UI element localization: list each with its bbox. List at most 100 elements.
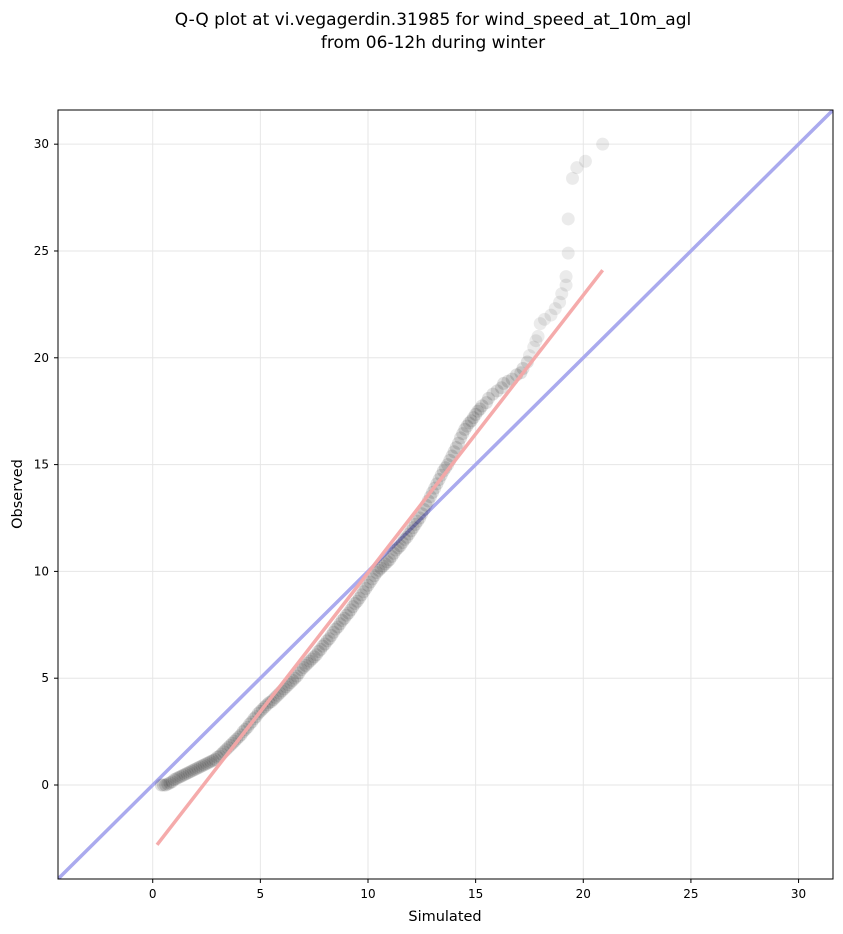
qq-point [169, 772, 183, 786]
qq-point [548, 302, 562, 316]
qq-point [497, 376, 511, 390]
qq-point [469, 407, 483, 421]
qq-point [531, 329, 545, 343]
qq-point [311, 645, 325, 659]
qq-point [538, 312, 552, 326]
qq-point [464, 414, 478, 428]
qq-point [200, 757, 214, 771]
qq-point [180, 766, 194, 780]
qq-point [184, 764, 198, 778]
qq-point [163, 776, 177, 790]
qq-point [454, 431, 468, 445]
qq-point [486, 387, 500, 401]
qq-point [376, 559, 390, 573]
qq-point [303, 654, 317, 668]
qq-point [482, 391, 496, 405]
qq-point [355, 588, 369, 602]
qq-point [544, 308, 558, 322]
qq-point [202, 756, 216, 770]
qq-point [423, 490, 437, 504]
qq-point [307, 650, 321, 664]
qq-point [348, 596, 362, 610]
qq-point [553, 295, 567, 309]
y-tick-label: 20 [34, 351, 49, 365]
qq-point [327, 625, 341, 639]
qq-point [167, 773, 181, 787]
qq-point [374, 561, 388, 575]
qq-point [380, 555, 394, 569]
qq-point [154, 778, 168, 792]
x-tick-label: 5 [257, 887, 265, 901]
plot-area-frame [57, 109, 834, 880]
qq-point [290, 669, 304, 683]
qq-point [479, 396, 493, 410]
qq-point [346, 600, 360, 614]
qq-point [174, 769, 188, 783]
qq-point [292, 666, 306, 680]
qq-point [309, 648, 323, 662]
qq-point [415, 507, 429, 521]
qq-point [393, 539, 407, 553]
qq-point [408, 517, 422, 531]
x-tick-label: 30 [791, 887, 806, 901]
x-axis-ticks: 0 5 10 15 20 25 30 [149, 879, 806, 901]
qq-point [320, 634, 334, 648]
y-tick-label: 10 [34, 564, 49, 578]
qq-point [206, 753, 220, 767]
scatter-points [154, 137, 610, 846]
qq-point [501, 374, 515, 388]
qq-point [566, 171, 580, 185]
qq-point [357, 585, 371, 599]
qq-point [193, 760, 207, 774]
y-tick-label: 0 [41, 778, 49, 792]
x-axis-label: Simulated [408, 909, 481, 925]
x-tick-label: 10 [360, 887, 375, 901]
x-tick-label: 25 [683, 887, 698, 901]
grid [58, 110, 833, 879]
qq-point [473, 402, 487, 416]
qq-point [299, 658, 313, 672]
qq-point [387, 546, 401, 560]
qq-point [391, 541, 405, 555]
qq-point [363, 575, 377, 589]
qq-point [195, 759, 209, 773]
qq-point [208, 752, 222, 766]
qq-point [337, 611, 351, 625]
qq-point [305, 652, 319, 666]
qq-point [462, 416, 476, 430]
qq-point [413, 511, 427, 525]
qq-point [370, 565, 384, 579]
qq-point [172, 771, 186, 785]
qq-point [361, 578, 375, 592]
qq-point [383, 553, 397, 567]
qq-point [178, 767, 192, 781]
qq-point [372, 563, 386, 577]
y-axis-label: Observed [10, 459, 26, 529]
qq-point [165, 775, 179, 789]
qq-point [344, 603, 358, 617]
qq-point [342, 606, 356, 620]
qq-point [204, 755, 218, 769]
qq-point [559, 278, 573, 292]
qq-point [314, 642, 328, 656]
qq-point [187, 763, 201, 777]
qq-point [527, 340, 541, 354]
qq-point [471, 404, 485, 418]
x-tick-label: 20 [576, 887, 591, 901]
qq-point [301, 656, 315, 670]
qq-point [400, 530, 414, 544]
qq-point [596, 137, 610, 151]
qq-point [449, 441, 463, 455]
qq-point [296, 661, 310, 675]
qq-point [318, 637, 332, 651]
qq-point [339, 608, 353, 622]
qq-point [404, 524, 418, 538]
y-tick-label: 5 [41, 671, 49, 685]
qq-point [456, 427, 470, 441]
qq-point [475, 399, 489, 413]
qq-point [451, 436, 465, 450]
x-tick-label: 15 [468, 887, 483, 901]
qq-point [466, 411, 480, 425]
